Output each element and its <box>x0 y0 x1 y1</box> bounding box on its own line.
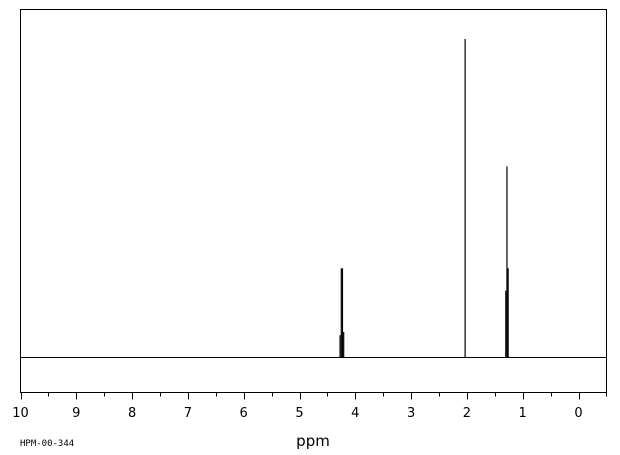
x-axis-title: ppm <box>296 432 330 450</box>
x-tick-label: 5 <box>295 406 303 421</box>
x-tick-label: 8 <box>128 406 136 421</box>
x-tick-label: 10 <box>12 406 29 421</box>
spectrum-code-label: HPM-00-344 <box>20 439 74 449</box>
x-tick-label: 1 <box>519 406 527 421</box>
x-tick-label: 6 <box>240 406 248 421</box>
plot-frame <box>20 9 607 393</box>
x-tick-label: 9 <box>72 406 80 421</box>
x-axis-tick-labels: 10 9 8 7 6 5 4 3 2 1 0 <box>12 406 582 421</box>
x-tick-label: 4 <box>351 406 359 421</box>
x-tick-label: 2 <box>463 406 471 421</box>
x-tick-label: 3 <box>407 406 415 421</box>
x-tick-label: 0 <box>574 406 582 421</box>
x-axis-ticks <box>21 392 607 400</box>
x-tick-label: 7 <box>184 406 192 421</box>
spectrum-peaks <box>339 39 509 358</box>
